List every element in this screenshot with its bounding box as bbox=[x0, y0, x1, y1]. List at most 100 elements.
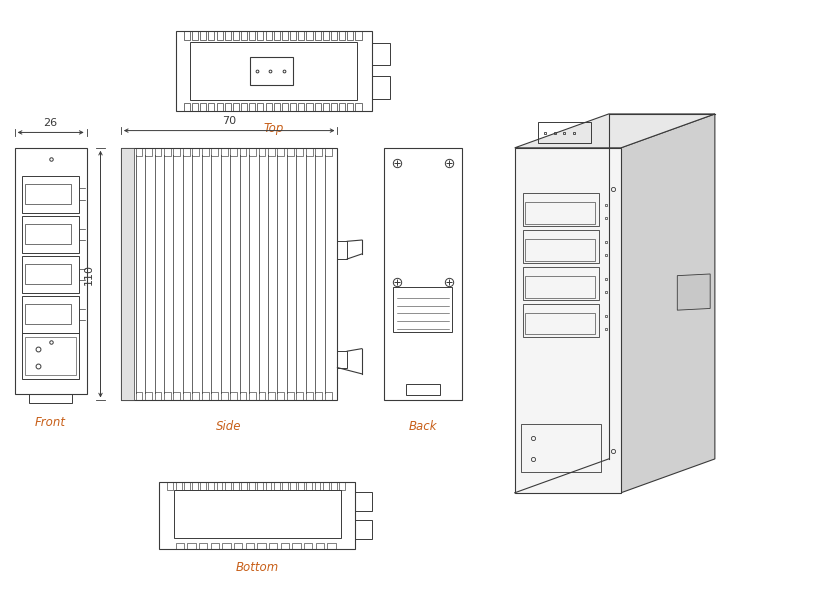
Bar bbox=[249, 392, 256, 400]
Bar bbox=[331, 482, 337, 490]
Bar bbox=[323, 103, 328, 111]
Bar bbox=[154, 392, 161, 400]
Bar bbox=[339, 31, 345, 40]
Bar bbox=[192, 103, 198, 111]
Bar bbox=[315, 543, 324, 549]
Bar bbox=[339, 482, 345, 490]
Bar bbox=[184, 31, 190, 40]
Bar bbox=[323, 31, 328, 40]
Bar bbox=[241, 103, 248, 111]
Bar bbox=[282, 482, 288, 490]
Bar bbox=[287, 392, 293, 400]
Bar bbox=[323, 482, 328, 490]
Bar bbox=[324, 148, 332, 156]
Bar bbox=[233, 482, 239, 490]
Bar bbox=[315, 482, 320, 490]
Bar bbox=[192, 31, 198, 40]
Bar bbox=[355, 492, 372, 511]
Bar bbox=[183, 392, 190, 400]
Bar bbox=[25, 184, 71, 205]
Bar bbox=[525, 239, 596, 261]
Bar bbox=[297, 392, 303, 400]
Bar bbox=[241, 31, 248, 40]
Bar bbox=[525, 203, 596, 224]
Bar bbox=[217, 482, 222, 490]
Bar bbox=[192, 392, 199, 400]
Bar bbox=[225, 31, 230, 40]
Bar bbox=[199, 543, 208, 549]
Bar bbox=[337, 351, 347, 368]
Bar bbox=[25, 304, 71, 324]
Bar bbox=[266, 31, 271, 40]
Bar bbox=[269, 543, 278, 549]
Bar bbox=[200, 482, 206, 490]
Bar bbox=[523, 267, 600, 300]
Bar bbox=[523, 193, 600, 226]
Bar bbox=[538, 123, 592, 143]
Bar bbox=[22, 256, 79, 293]
Bar bbox=[287, 148, 293, 156]
Bar bbox=[230, 148, 237, 156]
Bar bbox=[282, 31, 288, 40]
Bar bbox=[274, 31, 279, 40]
Bar bbox=[208, 482, 214, 490]
Bar bbox=[249, 103, 255, 111]
Bar bbox=[278, 392, 284, 400]
Bar bbox=[164, 148, 171, 156]
Bar bbox=[268, 392, 275, 400]
Bar bbox=[136, 392, 142, 400]
Bar bbox=[298, 482, 304, 490]
Bar bbox=[315, 31, 320, 40]
Bar bbox=[233, 31, 239, 40]
Text: Back: Back bbox=[408, 420, 437, 433]
Bar bbox=[200, 103, 206, 111]
Bar bbox=[304, 543, 312, 549]
Bar bbox=[217, 103, 222, 111]
Bar bbox=[230, 392, 237, 400]
Bar bbox=[211, 543, 219, 549]
Bar bbox=[393, 286, 453, 332]
Bar bbox=[282, 103, 288, 111]
Bar bbox=[221, 148, 227, 156]
Bar bbox=[145, 392, 152, 400]
Bar bbox=[136, 148, 142, 156]
Bar bbox=[521, 424, 600, 472]
Bar bbox=[187, 543, 196, 549]
Bar bbox=[246, 543, 254, 549]
Bar bbox=[225, 482, 230, 490]
Text: Top: Top bbox=[264, 122, 283, 135]
Bar bbox=[121, 148, 337, 400]
Bar bbox=[208, 31, 214, 40]
Bar bbox=[202, 148, 208, 156]
Bar bbox=[184, 482, 190, 490]
Bar bbox=[25, 224, 71, 244]
Bar bbox=[347, 103, 353, 111]
Bar bbox=[176, 543, 184, 549]
Bar bbox=[176, 482, 181, 490]
Bar bbox=[241, 482, 247, 490]
Bar bbox=[337, 241, 347, 259]
Bar bbox=[331, 31, 337, 40]
Bar bbox=[145, 148, 152, 156]
Bar bbox=[184, 103, 190, 111]
Polygon shape bbox=[621, 114, 715, 493]
Bar bbox=[174, 490, 341, 538]
Bar bbox=[159, 482, 355, 549]
Bar bbox=[298, 31, 304, 40]
Bar bbox=[278, 148, 284, 156]
Bar bbox=[257, 482, 263, 490]
Bar bbox=[298, 103, 304, 111]
Bar bbox=[274, 482, 279, 490]
Bar bbox=[372, 76, 390, 99]
Bar bbox=[192, 148, 199, 156]
Bar bbox=[212, 148, 218, 156]
Bar bbox=[339, 103, 345, 111]
Text: Side: Side bbox=[217, 420, 242, 433]
Bar bbox=[234, 543, 243, 549]
Bar bbox=[355, 103, 361, 111]
Bar bbox=[121, 148, 134, 400]
Bar bbox=[523, 230, 600, 263]
Bar bbox=[274, 103, 279, 111]
Bar bbox=[249, 148, 256, 156]
Bar bbox=[25, 264, 71, 285]
